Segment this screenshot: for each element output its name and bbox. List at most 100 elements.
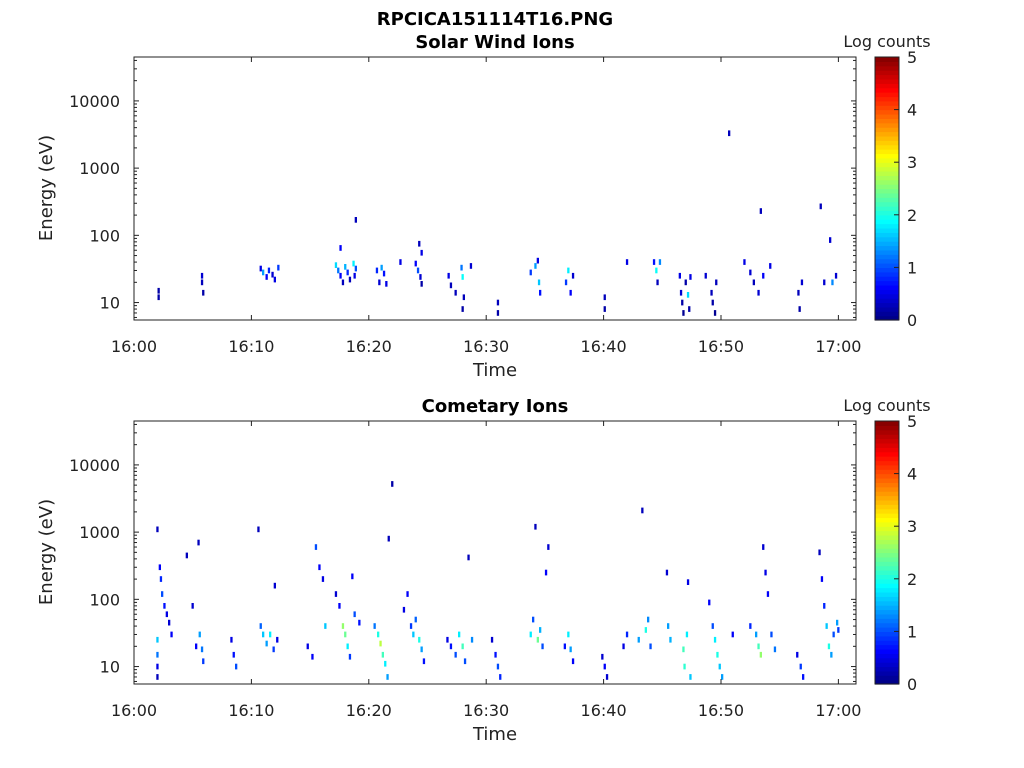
colorbar-segment xyxy=(875,495,899,501)
colorbar-segment xyxy=(875,267,899,273)
colorbar-segment xyxy=(875,192,899,198)
colorbar-segment xyxy=(875,302,899,308)
panel-title: Solar Wind Ions xyxy=(415,32,574,53)
heatmap-cell xyxy=(494,651,497,658)
heatmap-cell xyxy=(461,306,464,312)
colorbar-segment xyxy=(875,552,899,558)
heatmap-cell xyxy=(334,591,338,597)
colorbar-segment xyxy=(875,65,899,71)
heatmap-cell xyxy=(353,611,356,618)
heatmap-cell xyxy=(762,272,765,279)
heatmap-cell xyxy=(496,663,500,670)
x-axis-label: Time xyxy=(472,360,517,381)
colorbar-tick-label: 5 xyxy=(907,48,917,67)
heatmap-cell xyxy=(262,631,265,638)
colorbar-segment xyxy=(875,153,899,159)
heatmap-cell xyxy=(311,653,314,660)
heatmap-cell xyxy=(837,627,840,633)
colorbar-segment xyxy=(875,473,899,479)
colorbar-segment xyxy=(875,184,899,190)
colorbar: 0 1 2 3 4 5 xyxy=(874,412,917,694)
heatmap-cell xyxy=(819,203,822,210)
colorbar-segment xyxy=(875,530,899,536)
heatmap-cell xyxy=(277,264,280,271)
colorbar-segment xyxy=(875,556,899,562)
heatmap-cell xyxy=(202,289,205,296)
heatmap-cell xyxy=(678,272,681,279)
heatmap-cell xyxy=(647,616,650,623)
heatmap-cell xyxy=(200,272,204,279)
heatmap-cell xyxy=(324,623,327,629)
colorbar-segment xyxy=(875,61,899,67)
heatmap-cell xyxy=(269,631,272,638)
heatmap-cell xyxy=(685,631,689,638)
heatmap-cell xyxy=(375,267,379,274)
heatmap-cell xyxy=(679,289,683,296)
heatmap-cell xyxy=(769,263,772,269)
heatmap-cell xyxy=(163,603,166,609)
colorbar-segment xyxy=(875,464,899,470)
x-tick-label: 16:50 xyxy=(698,701,744,720)
colorbar-segment xyxy=(875,179,899,185)
heatmap-cell xyxy=(202,658,205,665)
colorbar-segment xyxy=(875,675,899,681)
heatmap-cell xyxy=(412,631,415,638)
heatmap-cell xyxy=(418,240,421,247)
colorbar-segment xyxy=(875,197,899,203)
colorbar-tick-label: 0 xyxy=(907,311,917,330)
colorbar-frame xyxy=(874,56,900,321)
colorbar-segment xyxy=(875,175,899,181)
heatmap-cell xyxy=(382,270,386,277)
heatmap-cell xyxy=(157,294,160,301)
heatmap-cell xyxy=(686,579,690,585)
heatmap-cell xyxy=(197,539,200,546)
heatmap-cell xyxy=(454,651,457,658)
heatmap-cell xyxy=(496,299,500,306)
colorbar-segment xyxy=(875,548,899,554)
heatmap-cell xyxy=(818,549,821,556)
colorbar-segment xyxy=(875,596,899,602)
heatmap-cell xyxy=(537,279,541,286)
colorbar-segment xyxy=(875,499,899,505)
heatmap-cell xyxy=(541,643,544,650)
heatmap-cell xyxy=(344,264,347,270)
heatmap-cell xyxy=(749,623,752,629)
heatmap-cell xyxy=(564,279,568,286)
colorbar-segment xyxy=(875,565,899,571)
heatmap-cell xyxy=(414,260,417,267)
heatmap-cells xyxy=(156,481,840,680)
colorbar-segment xyxy=(875,425,899,431)
colorbar-label: Log counts xyxy=(843,32,930,51)
heatmap-cell xyxy=(830,651,833,658)
heatmap-cell xyxy=(682,310,685,316)
heatmap-cells xyxy=(157,130,838,316)
heatmap-cell xyxy=(759,651,762,658)
colorbar-segment xyxy=(875,442,899,448)
heatmap-cell xyxy=(718,663,721,670)
colorbar-segment xyxy=(875,210,899,216)
colorbar-tick-label: 4 xyxy=(907,101,917,120)
colorbar-segment xyxy=(875,456,899,462)
colorbar-segment xyxy=(875,271,899,277)
x-tick-label: 17:00 xyxy=(815,337,861,356)
heatmap-cell xyxy=(379,640,382,647)
colorbar-segment xyxy=(875,131,899,137)
heatmap-cell xyxy=(603,306,606,312)
panel-title: Cometary Ions xyxy=(422,396,569,417)
colorbar-segment xyxy=(875,113,899,119)
colorbar-segment xyxy=(875,140,899,146)
x-tick-label: 16:10 xyxy=(228,337,274,356)
heatmap-cell xyxy=(711,299,714,306)
heatmap-cell xyxy=(684,279,687,286)
heatmap-cell xyxy=(656,279,659,286)
heatmap-cell xyxy=(314,544,318,550)
y-axis: 10 100 1000 10000 xyxy=(69,423,856,682)
heatmap-cell xyxy=(832,631,835,638)
heatmap-cell xyxy=(352,260,355,267)
heatmap-cell xyxy=(378,279,381,286)
colorbar-segment xyxy=(875,648,899,654)
heatmap-cell xyxy=(321,576,325,582)
heatmap-cell xyxy=(156,663,159,670)
heatmap-cell xyxy=(757,289,760,296)
heatmap-cell xyxy=(567,631,570,638)
